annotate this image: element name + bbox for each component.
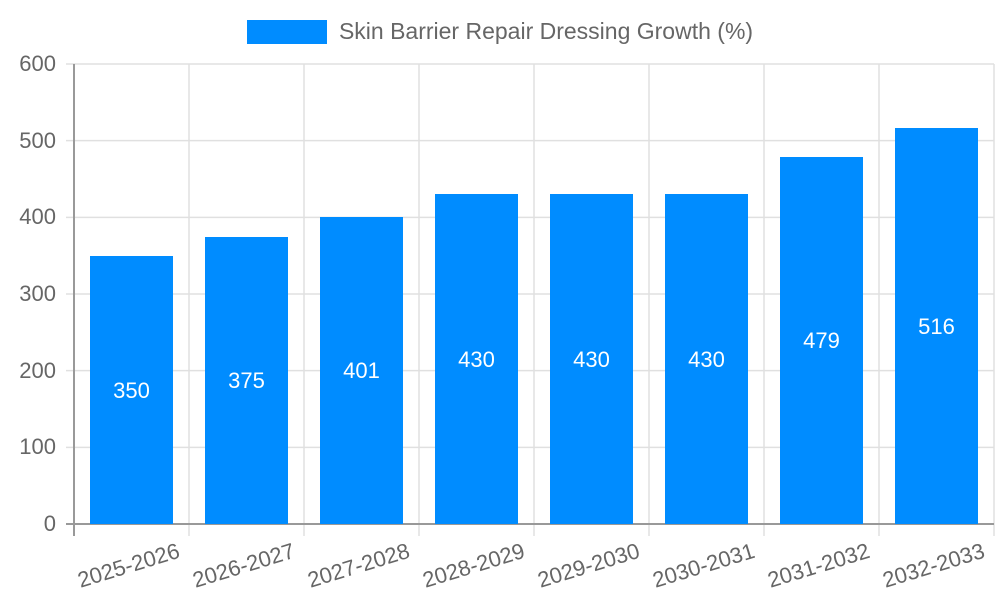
legend-swatch — [246, 19, 327, 44]
bar[interactable]: 375 — [205, 236, 288, 524]
bar-value-label: 516 — [918, 314, 955, 340]
bar-value-label: 375 — [228, 368, 265, 394]
bar-value-label: 350 — [113, 377, 150, 403]
chart-legend[interactable]: Skin Barrier Repair Dressing Growth (%) — [0, 18, 1000, 45]
bar[interactable]: 430 — [550, 194, 633, 524]
y-tick-label: 200 — [19, 357, 56, 383]
bar-value-label: 430 — [573, 347, 610, 373]
bar-value-label: 479 — [803, 328, 840, 354]
legend-label: Skin Barrier Repair Dressing Growth (%) — [338, 18, 754, 44]
bar[interactable]: 350 — [90, 255, 173, 524]
bar-value-label: 430 — [458, 347, 495, 373]
bar[interactable]: 430 — [435, 194, 518, 524]
y-tick-label: 0 — [43, 511, 56, 536]
bar[interactable]: 401 — [320, 216, 403, 524]
y-tick-label: 500 — [19, 127, 56, 153]
bar[interactable]: 516 — [895, 128, 978, 524]
bar-value-label: 401 — [343, 358, 380, 384]
bar-value-label: 430 — [688, 347, 725, 373]
bar[interactable]: 479 — [780, 156, 863, 524]
y-tick-label: 300 — [19, 281, 56, 306]
bar[interactable]: 430 — [665, 194, 748, 524]
y-tick-label: 600 — [19, 51, 56, 76]
y-tick-label: 100 — [19, 434, 56, 460]
y-tick-label: 400 — [19, 204, 56, 230]
